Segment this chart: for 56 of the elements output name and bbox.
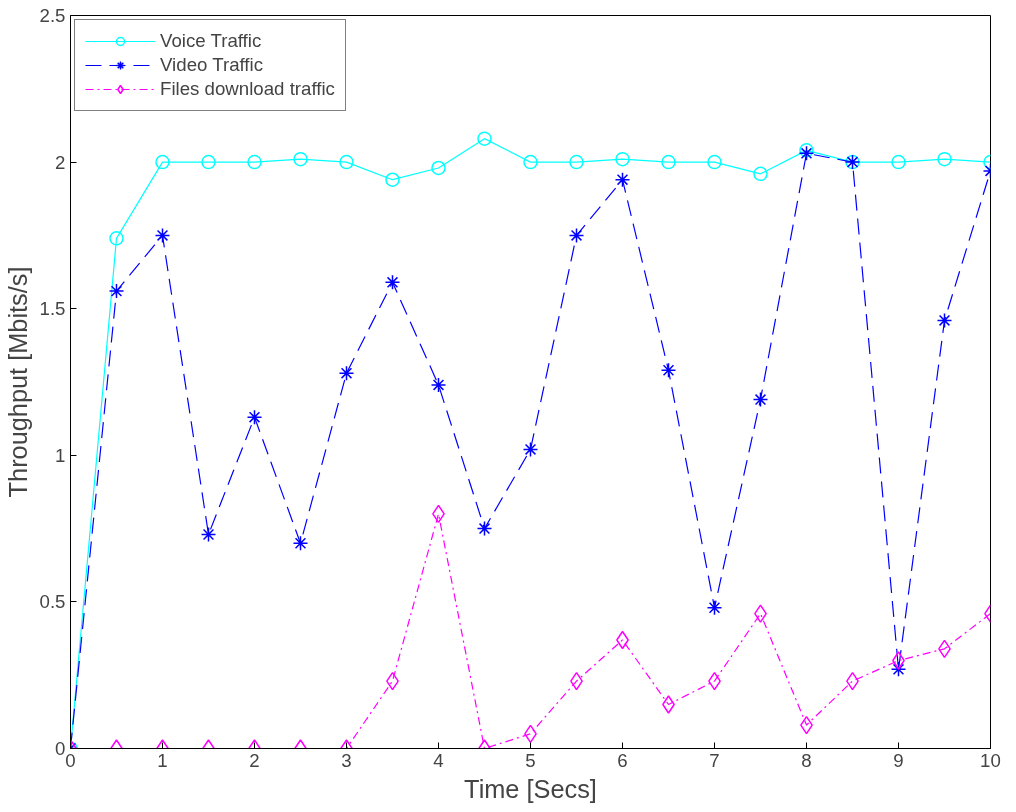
- legend-label: Files download traffic: [160, 78, 335, 100]
- point: [430, 377, 447, 393]
- x-tick-label: 5: [525, 749, 536, 771]
- point: [799, 143, 814, 158]
- point: [568, 227, 585, 244]
- legend-label: Video Traffic: [160, 54, 264, 76]
- point: [798, 145, 815, 162]
- x-tick-label: 1: [157, 749, 168, 771]
- point: [890, 661, 907, 678]
- point: [431, 160, 446, 176]
- point: [752, 391, 769, 408]
- point: [936, 312, 953, 329]
- point: [615, 151, 630, 167]
- y-tick-label: 0.5: [39, 591, 66, 613]
- point: [385, 172, 400, 187]
- y-tick-label: 1: [55, 444, 66, 466]
- point: [108, 283, 125, 299]
- point: [293, 151, 308, 167]
- point: [339, 154, 354, 170]
- x-axis-title: Time [Secs]: [464, 774, 597, 803]
- point: [384, 274, 401, 291]
- point: [753, 166, 768, 182]
- x-tick-label: 9: [893, 749, 904, 771]
- x-tick-label: 4: [433, 749, 444, 771]
- x-tick-label: 6: [617, 749, 628, 771]
- point: [338, 365, 355, 381]
- point: [247, 154, 262, 170]
- point: [109, 231, 124, 246]
- y-axis-title: Throughput [Mbits/s]: [3, 266, 32, 498]
- point: [476, 520, 493, 537]
- point: [200, 526, 217, 543]
- x-tick-label: 8: [801, 749, 812, 771]
- x-tick-label: 7: [709, 749, 720, 771]
- point: [201, 154, 216, 170]
- y-tick-label: 1.5: [39, 298, 66, 320]
- point: [661, 154, 676, 170]
- point: [569, 154, 584, 170]
- point: [155, 154, 170, 170]
- y-tick-label: 2: [55, 151, 66, 173]
- point: [937, 151, 952, 167]
- point: [614, 171, 631, 188]
- point: [292, 535, 309, 552]
- point: [154, 227, 171, 244]
- y-tick-label: 2.5: [39, 5, 66, 26]
- point: [707, 154, 722, 170]
- x-tick-label: 10: [980, 749, 1001, 771]
- x-tick-label: 3: [341, 749, 352, 771]
- point: [660, 362, 677, 379]
- point: [706, 600, 723, 616]
- legend-label: Voice Traffic: [160, 30, 262, 52]
- point: [891, 154, 906, 170]
- x-tick-label: 2: [249, 749, 260, 771]
- point: [523, 154, 538, 170]
- point: [246, 409, 263, 425]
- point: [522, 441, 539, 458]
- point: [477, 131, 492, 146]
